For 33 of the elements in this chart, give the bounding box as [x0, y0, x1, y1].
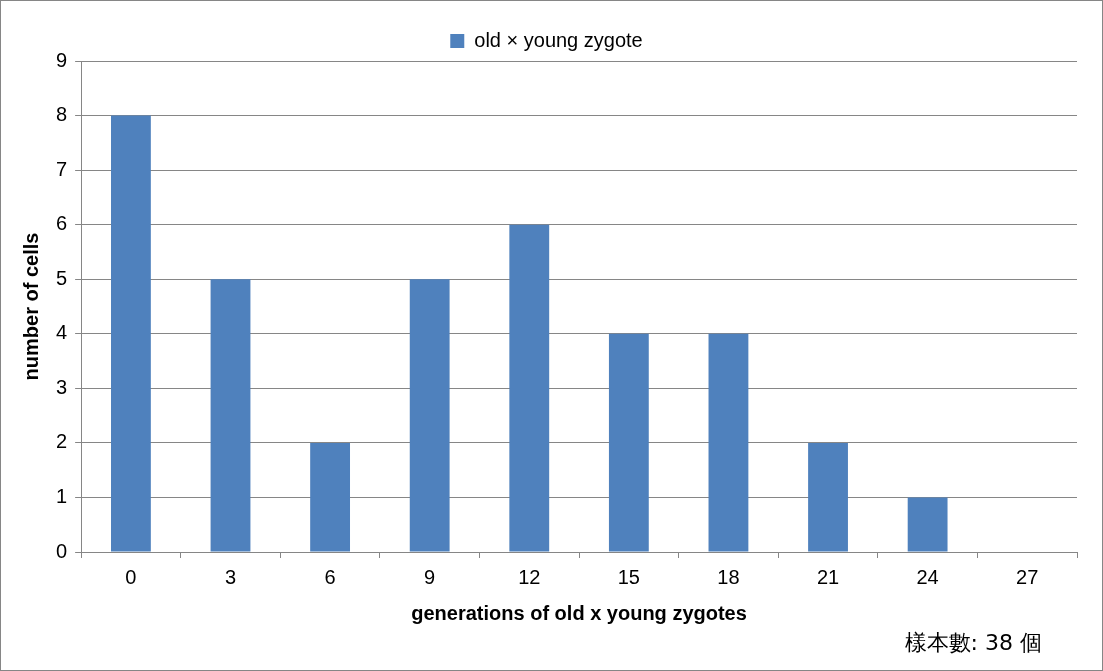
x-tick-label: 15	[617, 565, 640, 588]
x-tick-label: 9	[424, 565, 436, 588]
y-tick-label: 6	[56, 212, 68, 235]
y-tick-label: 9	[56, 48, 68, 71]
x-tick-label: 0	[125, 565, 137, 588]
y-tick-label: 1	[56, 484, 68, 507]
bar	[509, 224, 550, 552]
y-axis-title: number of cells	[19, 232, 42, 381]
bar	[210, 279, 251, 552]
x-tick-label: 18	[717, 565, 740, 588]
bar	[907, 497, 948, 552]
x-tick-label: 12	[518, 565, 541, 588]
bar	[111, 115, 151, 552]
bar	[409, 279, 450, 552]
x-tick-label: 27	[1016, 565, 1039, 588]
y-tick-label: 4	[56, 321, 68, 344]
x-tick-label: 6	[324, 565, 336, 588]
x-tick-label: 3	[224, 565, 237, 588]
bar	[708, 333, 749, 552]
bar	[310, 442, 351, 552]
y-tick-label: 8	[56, 103, 68, 126]
y-tick-label: 7	[56, 157, 68, 180]
y-tick-label: 0	[56, 539, 68, 562]
bar	[808, 442, 848, 552]
y-tick-label: 2	[56, 430, 68, 453]
x-tick-label: 24	[916, 565, 939, 588]
x-tick-label: 21	[816, 565, 840, 588]
x-axis-title: generations of old x young zygotes	[411, 601, 747, 624]
y-tick-label: 5	[56, 266, 68, 289]
bar	[608, 333, 649, 552]
legend-label: old × young zygote	[474, 28, 643, 51]
text: 樣本數: 38 個	[904, 629, 1042, 657]
y-tick-label: 3	[56, 375, 68, 398]
